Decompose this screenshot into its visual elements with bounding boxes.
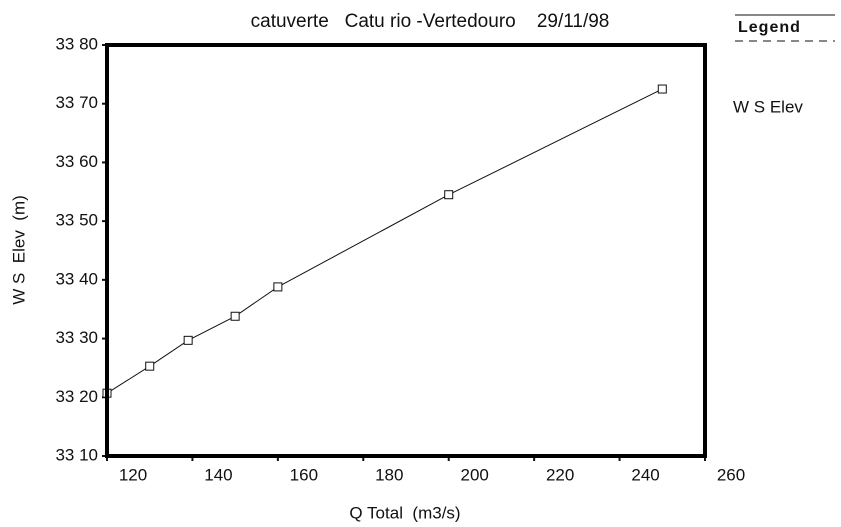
y-tick-label: 33 10 (55, 445, 98, 464)
x-axis-label: Q Total (m3/s) (349, 503, 460, 522)
x-tick-label: 240 (631, 465, 659, 484)
y-tick-label: 33 20 (55, 387, 98, 406)
y-tick-label: 33 80 (55, 34, 98, 53)
point-marker (145, 361, 155, 371)
legend-title: Legend (738, 19, 801, 36)
y-tick-label: 33 60 (55, 152, 98, 171)
y-tick-label: 33 30 (55, 328, 98, 347)
series-line (106, 88, 663, 394)
x-tick-label: 260 (717, 465, 745, 484)
y-tick-label: 33 70 (55, 93, 98, 112)
point-marker (657, 84, 667, 94)
x-tick-label: 200 (461, 465, 489, 484)
point-marker (444, 190, 454, 200)
y-tick-label: 33 50 (55, 211, 98, 230)
x-tick-label: 180 (375, 465, 403, 484)
point-marker (230, 311, 240, 321)
x-tick-label: 160 (290, 465, 318, 484)
x-tick-label: 120 (119, 465, 147, 484)
legend-label: W S Elev (733, 97, 803, 116)
plot-frame (105, 43, 707, 458)
point-marker (273, 282, 283, 292)
x-tick-label: 220 (546, 465, 574, 484)
y-tick-label: 33 40 (55, 269, 98, 288)
point-marker (183, 335, 193, 345)
chart-title: catuverte Catu rio -Vertedouro 29/11/98 (251, 11, 610, 32)
x-tick-label: 140 (204, 465, 232, 484)
y-axis-label: W S Elev (m) (9, 195, 28, 305)
